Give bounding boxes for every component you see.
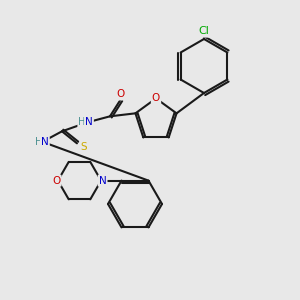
Text: O: O (116, 89, 124, 99)
Text: H: H (78, 117, 86, 127)
Text: O: O (152, 93, 160, 103)
Text: S: S (80, 142, 87, 152)
Text: N: N (85, 117, 93, 127)
Text: H: H (35, 137, 43, 147)
Text: N: N (99, 176, 106, 186)
Text: O: O (52, 176, 61, 186)
Text: N: N (41, 137, 49, 147)
Text: Cl: Cl (199, 26, 209, 37)
